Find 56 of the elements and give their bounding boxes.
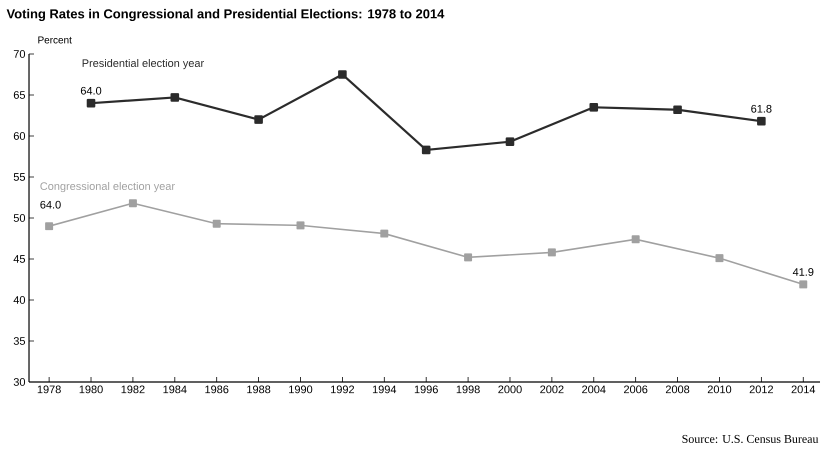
y-axis-title: Percent — [38, 36, 72, 44]
point — [86, 98, 96, 108]
y-tick-label: 60 — [14, 132, 26, 140]
x-tick-label: 1994 — [372, 386, 396, 394]
annotation: 64.0 — [40, 200, 61, 209]
point — [422, 146, 430, 154]
point — [464, 253, 472, 262]
point — [170, 93, 180, 102]
series-label: Congressional election year — [40, 182, 175, 192]
point — [548, 248, 556, 256]
point — [757, 116, 766, 126]
x-tick-label: 2010 — [708, 386, 732, 394]
y-tick-label: 50 — [14, 214, 26, 222]
point — [212, 220, 221, 228]
y-tick-label: 35 — [14, 337, 26, 345]
x-tick-label: 1978 — [38, 386, 61, 394]
y-tick-label: 45 — [14, 255, 26, 263]
x-tick-label: 1984 — [163, 386, 187, 394]
y-tick-label: 40 — [14, 296, 26, 304]
y-tick-label: 70 — [14, 50, 26, 58]
data-label: 61.8 — [751, 104, 772, 113]
x-tick-label: 1992 — [331, 386, 354, 394]
point — [45, 222, 54, 230]
x-tick-label: 1996 — [414, 386, 438, 394]
data-label: 64.0 — [80, 86, 102, 95]
point — [506, 137, 514, 146]
point — [715, 254, 724, 262]
y-tick-label: 55 — [14, 173, 26, 181]
x-tick-label: 2006 — [624, 386, 648, 394]
point — [673, 105, 682, 114]
chart-title: Voting Rates in Congressional and Presidential Elections: 1978 to 2014 — [6, 8, 444, 22]
point — [254, 115, 263, 124]
x-tick-label: 2014 — [792, 386, 816, 394]
point — [380, 230, 388, 238]
x-tick-label: 2012 — [750, 386, 773, 394]
x-tick-label: 2008 — [666, 386, 690, 394]
y-tick-label: 65 — [14, 91, 26, 99]
x-tick-label: 1982 — [122, 386, 145, 394]
point — [338, 70, 347, 79]
x-tick-label: 2004 — [582, 386, 606, 394]
x-tick-label: 2000 — [498, 386, 522, 394]
text: Presidential election year — [82, 58, 204, 70]
x-tick-label: 1998 — [456, 386, 480, 394]
point — [589, 102, 598, 112]
point — [799, 280, 808, 288]
point — [632, 235, 640, 244]
point — [128, 199, 137, 208]
x-tick-label: 1988 — [247, 386, 270, 394]
x-tick-label: 1980 — [80, 386, 103, 394]
x-tick-label: 1990 — [289, 386, 312, 394]
source-note: Source: U.S. Census Bureau — [682, 434, 818, 444]
y-tick-label: 30 — [14, 378, 26, 386]
x-tick-label: 1986 — [205, 386, 228, 394]
point — [296, 221, 304, 230]
x-tick-label: 2002 — [540, 386, 564, 394]
data-label: 41.9 — [792, 268, 814, 276]
